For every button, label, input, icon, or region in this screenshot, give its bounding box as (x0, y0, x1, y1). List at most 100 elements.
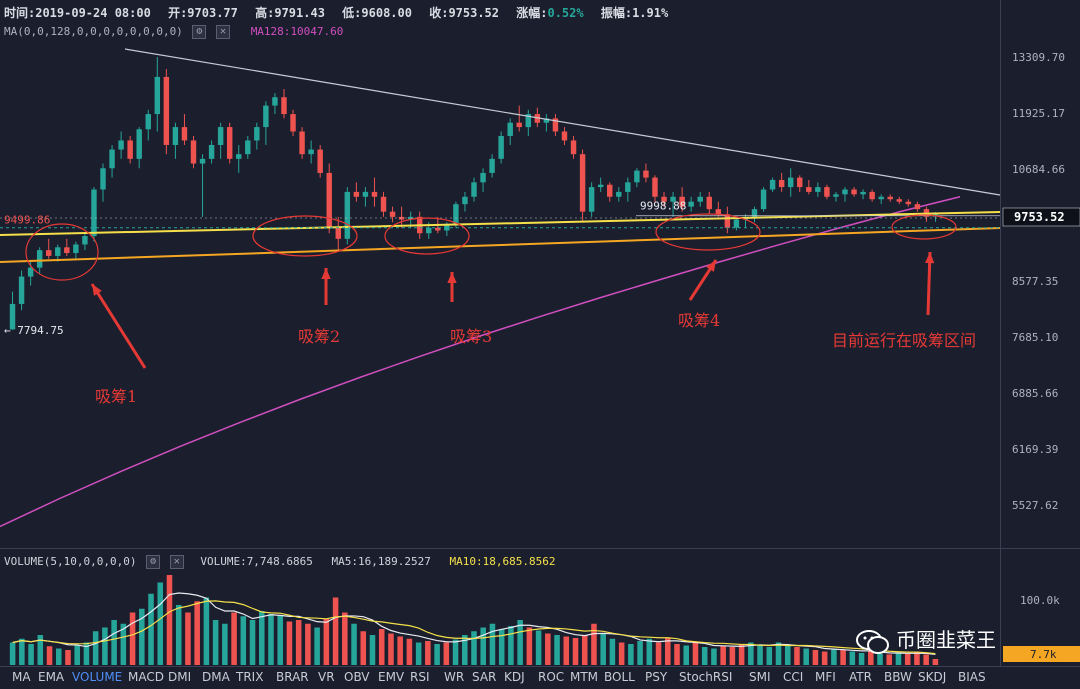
tab-psy[interactable]: PSY (645, 670, 668, 684)
volume-bar (222, 623, 228, 665)
tab-stochrsi[interactable]: StochRSI (679, 670, 733, 684)
candle-body (326, 172, 332, 228)
tab-trix[interactable]: TRIX (236, 670, 264, 684)
volume-bar (711, 648, 717, 665)
candle-body (317, 149, 323, 173)
candle-body (905, 201, 912, 205)
tab-ema[interactable]: EMA (38, 670, 65, 684)
accumulation-ellipse (655, 213, 761, 251)
tab-wr[interactable]: WR (444, 670, 465, 684)
volume-bar (28, 644, 34, 665)
tab-rsi[interactable]: RSI (410, 670, 430, 684)
volume-bar (738, 644, 745, 665)
tab-mtm[interactable]: MTM (570, 670, 599, 684)
volume-indicator-bar: VOLUME(5,10,0,0,0,0) ⚙ ✕ VOLUME:7,748.68… (4, 555, 556, 569)
candle-body (625, 182, 631, 192)
candle-body (597, 184, 604, 188)
candle-body (679, 196, 685, 207)
tab-brar[interactable]: BRAR (276, 670, 309, 684)
close-icon[interactable]: ✕ (216, 25, 231, 39)
candle-body (860, 191, 866, 195)
candle-body (154, 76, 161, 115)
candle-body (199, 158, 206, 164)
volume-bar (840, 650, 846, 665)
y-tick-label: 6885.66 (1012, 387, 1058, 400)
candle-body (426, 227, 432, 234)
volume-bar (489, 623, 496, 665)
tab-dmi[interactable]: DMI (168, 670, 192, 684)
volume-bar (886, 654, 893, 665)
volume-bar (895, 653, 902, 665)
volume-bar (508, 626, 514, 665)
tab-smi[interactable]: SMI (749, 670, 771, 684)
tab-obv[interactable]: OBV (344, 670, 370, 684)
candle-body (18, 276, 25, 304)
candle-body (471, 182, 477, 197)
volume-axis-label: 100.0k (1020, 594, 1060, 607)
tab-mfi[interactable]: MFI (815, 670, 836, 684)
tab-skdj[interactable]: SKDJ (918, 670, 947, 684)
candle-body (480, 172, 486, 183)
candle-body (435, 227, 441, 231)
tab-ma[interactable]: MA (12, 670, 31, 684)
candle-body (109, 149, 115, 169)
tab-roc[interactable]: ROC (538, 670, 565, 684)
candle-body (869, 191, 875, 200)
tab-dma[interactable]: DMA (202, 670, 230, 684)
close-icon[interactable]: ✕ (169, 555, 184, 569)
candle-body (36, 250, 43, 268)
candle-body (778, 179, 785, 188)
volume-bar (794, 647, 800, 665)
candle-body (272, 97, 278, 106)
tab-bias[interactable]: BIAS (958, 670, 986, 684)
candle-body (9, 303, 16, 330)
y-tick-label: 6169.39 (1012, 443, 1058, 456)
volume-bar (628, 644, 634, 665)
y-tick-label: 13309.70 (1012, 51, 1065, 64)
candle-body (896, 199, 902, 202)
low-readout: 低:9608.00 (342, 6, 412, 20)
tab-macd[interactable]: MACD (128, 670, 164, 684)
candle-body (335, 227, 341, 239)
tab-vr[interactable]: VR (318, 670, 335, 684)
volume-bar (655, 642, 662, 665)
tab-bbw[interactable]: BBW (884, 670, 912, 684)
settings-icon[interactable]: ⚙ (146, 555, 161, 569)
candle-body (127, 140, 133, 159)
candle-body (733, 219, 740, 228)
volume-bar (277, 615, 283, 665)
wechat-icon (856, 629, 889, 654)
tab-cci[interactable]: CCI (783, 670, 804, 684)
tab-emv[interactable]: EMV (378, 670, 405, 684)
candle-body (579, 154, 586, 212)
close-readout: 收:9753.52 (429, 6, 500, 20)
accumulation-ellipse (25, 223, 99, 281)
low-marker-label: ← 7794.75 (4, 324, 64, 337)
candle-body (787, 177, 794, 188)
candle-body (715, 209, 722, 215)
ma-params: MA(0,0,128,0,0,0,0,0,0,0,0) (4, 25, 183, 38)
candle-body (263, 105, 269, 128)
candle-body (570, 140, 577, 155)
volume-bar (609, 638, 616, 665)
volume-bar (249, 620, 256, 665)
volume-bar (600, 633, 606, 665)
volume-bar (581, 635, 588, 665)
tab-kdj[interactable]: KDJ (504, 670, 525, 684)
tab-boll[interactable]: BOLL (604, 670, 635, 684)
volume-bar (784, 645, 791, 665)
tab-sar[interactable]: SAR (472, 670, 497, 684)
candle-body (217, 127, 224, 145)
volume-bar (425, 641, 431, 665)
candle-body (670, 196, 676, 202)
candle-body (290, 114, 296, 132)
candle-body (389, 211, 396, 217)
candle-body (236, 154, 242, 159)
tab-volume[interactable]: VOLUME (72, 670, 123, 684)
settings-icon[interactable]: ⚙ (192, 25, 207, 39)
volume-bar (637, 641, 643, 665)
annotation-arrow (90, 283, 147, 369)
tab-atr[interactable]: ATR (849, 670, 872, 684)
candle-body (661, 196, 667, 202)
